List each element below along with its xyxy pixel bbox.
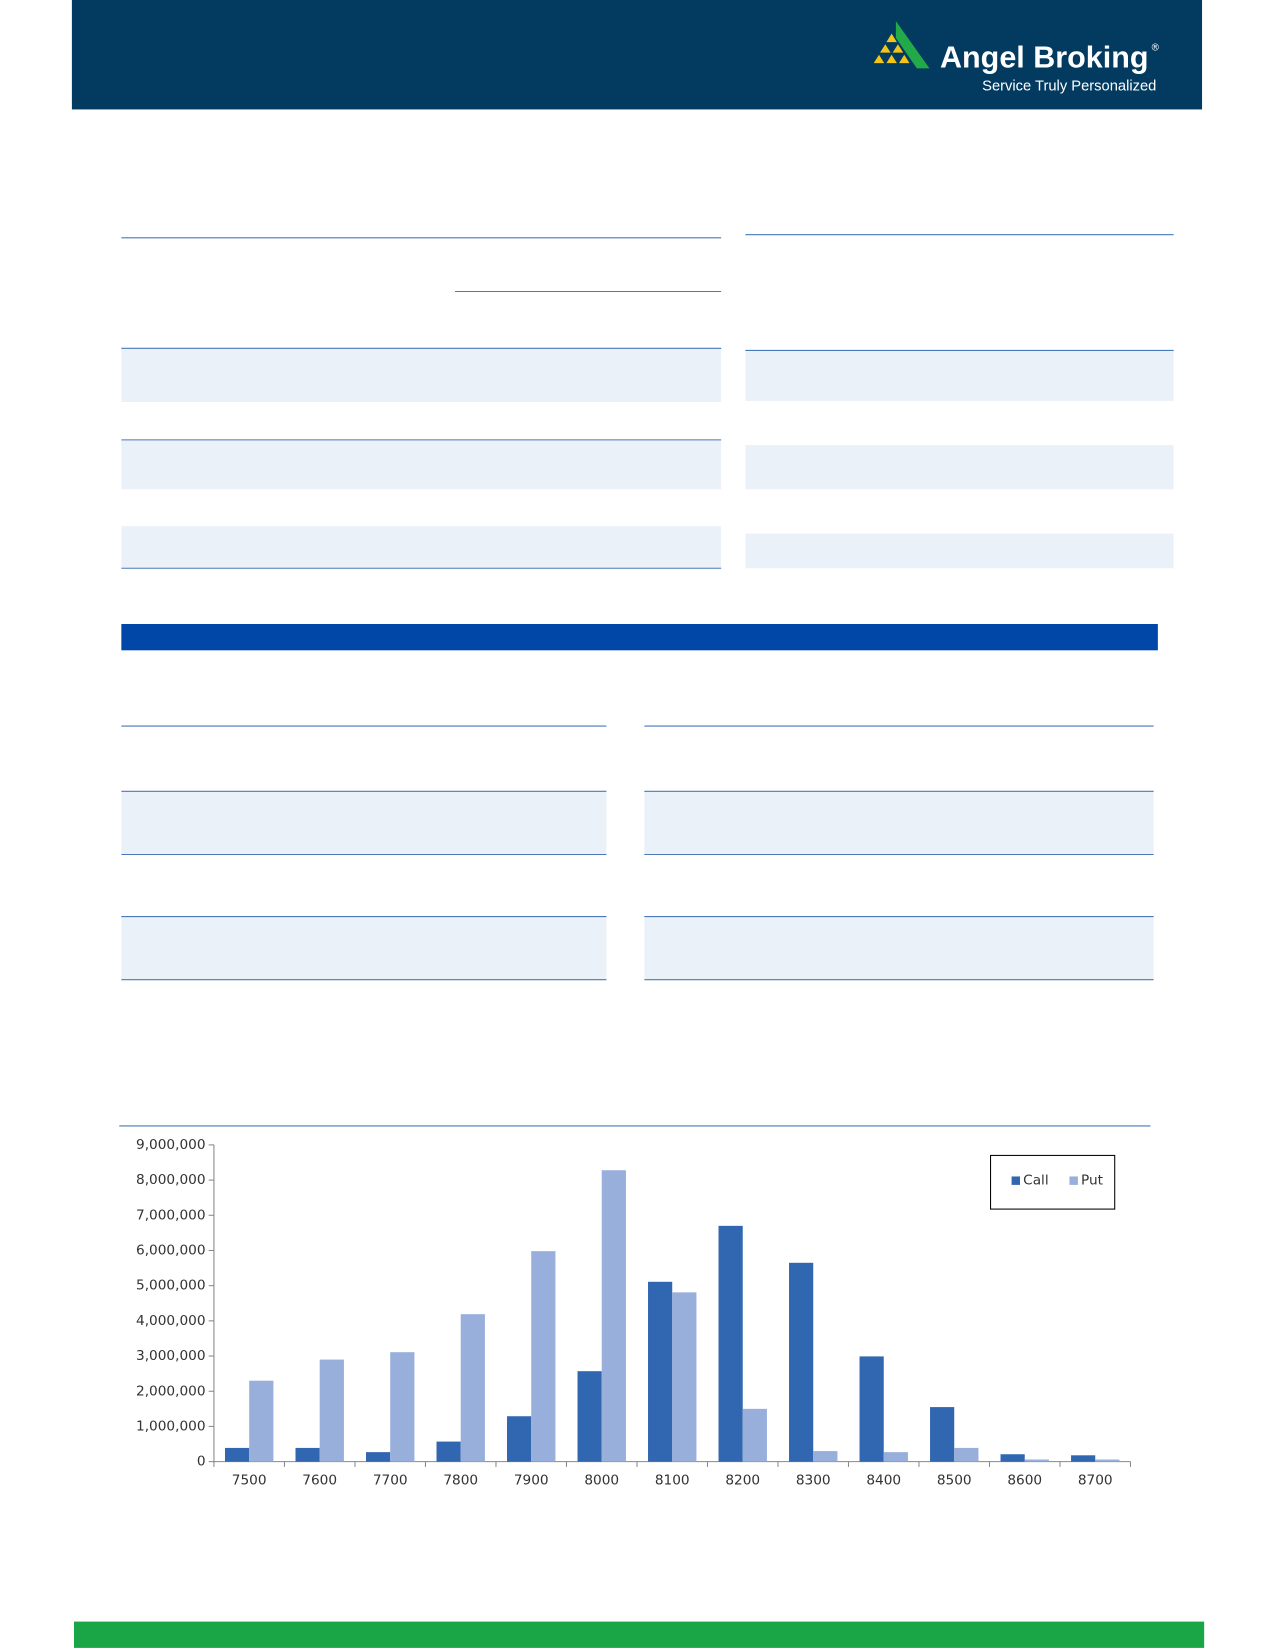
y-tick-label: 2,000,000 bbox=[136, 1383, 206, 1399]
x-tick-label: 8700 bbox=[1078, 1473, 1113, 1489]
y-tick-label: 7,000,000 bbox=[136, 1207, 206, 1223]
bar bbox=[601, 1170, 626, 1462]
bar bbox=[672, 1292, 697, 1462]
bar bbox=[954, 1447, 979, 1462]
brand: Angel Broking bbox=[940, 40, 1148, 74]
y-tick-label: 8,000,000 bbox=[136, 1172, 206, 1188]
bar bbox=[1024, 1459, 1049, 1462]
footer-bar bbox=[73, 1621, 1205, 1648]
x-tick-label: 8300 bbox=[796, 1473, 831, 1489]
bar bbox=[930, 1407, 955, 1462]
bar bbox=[225, 1447, 250, 1462]
bar bbox=[460, 1314, 485, 1462]
bar bbox=[366, 1452, 391, 1462]
x-tick-label: 8600 bbox=[1007, 1473, 1042, 1489]
legend-box bbox=[990, 1154, 1116, 1210]
y-tick-label: 3,000,000 bbox=[136, 1348, 206, 1364]
bar bbox=[742, 1408, 767, 1462]
chart: 0 1,000,000 2,000,000 3,000,000 4,000,000 5,0… bbox=[136, 1137, 1132, 1489]
tables bbox=[119, 234, 1174, 1127]
bar bbox=[1000, 1454, 1025, 1462]
x-tick-label: 7700 bbox=[373, 1473, 408, 1489]
y-tick-label: 4,000,000 bbox=[136, 1313, 206, 1329]
y-tick-label: 5,000,000 bbox=[136, 1278, 206, 1294]
bar bbox=[295, 1447, 320, 1462]
legend-swatch bbox=[1069, 1176, 1078, 1185]
x-tick-label: 7800 bbox=[443, 1473, 478, 1489]
bar bbox=[789, 1262, 814, 1462]
x-tick-label: 7500 bbox=[232, 1473, 267, 1489]
bar bbox=[577, 1371, 602, 1462]
x-tick-label: 8400 bbox=[866, 1473, 901, 1489]
legend-label: Put bbox=[1081, 1173, 1104, 1189]
bar bbox=[319, 1359, 344, 1462]
y-tick-label: 9,000,000 bbox=[136, 1137, 206, 1153]
y-tick-label: 6,000,000 bbox=[136, 1242, 206, 1258]
bar bbox=[390, 1352, 415, 1462]
bar bbox=[883, 1452, 908, 1462]
bar bbox=[648, 1281, 673, 1462]
x-tick-label: 8000 bbox=[584, 1473, 619, 1489]
tagline: Service Truly Personalized bbox=[982, 78, 1156, 94]
bar bbox=[249, 1380, 274, 1462]
bar bbox=[1095, 1459, 1120, 1462]
x-tick-label: 8500 bbox=[937, 1473, 972, 1489]
x-tick-label: 7600 bbox=[302, 1473, 337, 1489]
bar bbox=[859, 1356, 884, 1462]
x-tick-label: 7900 bbox=[514, 1473, 549, 1489]
y-tick-label: 0 bbox=[197, 1454, 206, 1470]
x-tick-label: 8200 bbox=[725, 1473, 760, 1489]
registered: ® bbox=[1150, 43, 1159, 54]
bar bbox=[813, 1451, 838, 1462]
x-tick-label: 8100 bbox=[655, 1473, 690, 1489]
bar bbox=[1071, 1455, 1096, 1462]
bar bbox=[436, 1441, 461, 1462]
logo: Angel Broking ® Service Truly Personaliz… bbox=[873, 21, 1160, 94]
y-tick-label: 1,000,000 bbox=[136, 1418, 206, 1434]
legend-swatch bbox=[1011, 1176, 1021, 1185]
bar bbox=[507, 1416, 532, 1462]
header-bar bbox=[71, 0, 1203, 110]
legend-label: Call bbox=[1023, 1173, 1048, 1189]
bar bbox=[718, 1225, 743, 1462]
bar bbox=[531, 1251, 556, 1462]
